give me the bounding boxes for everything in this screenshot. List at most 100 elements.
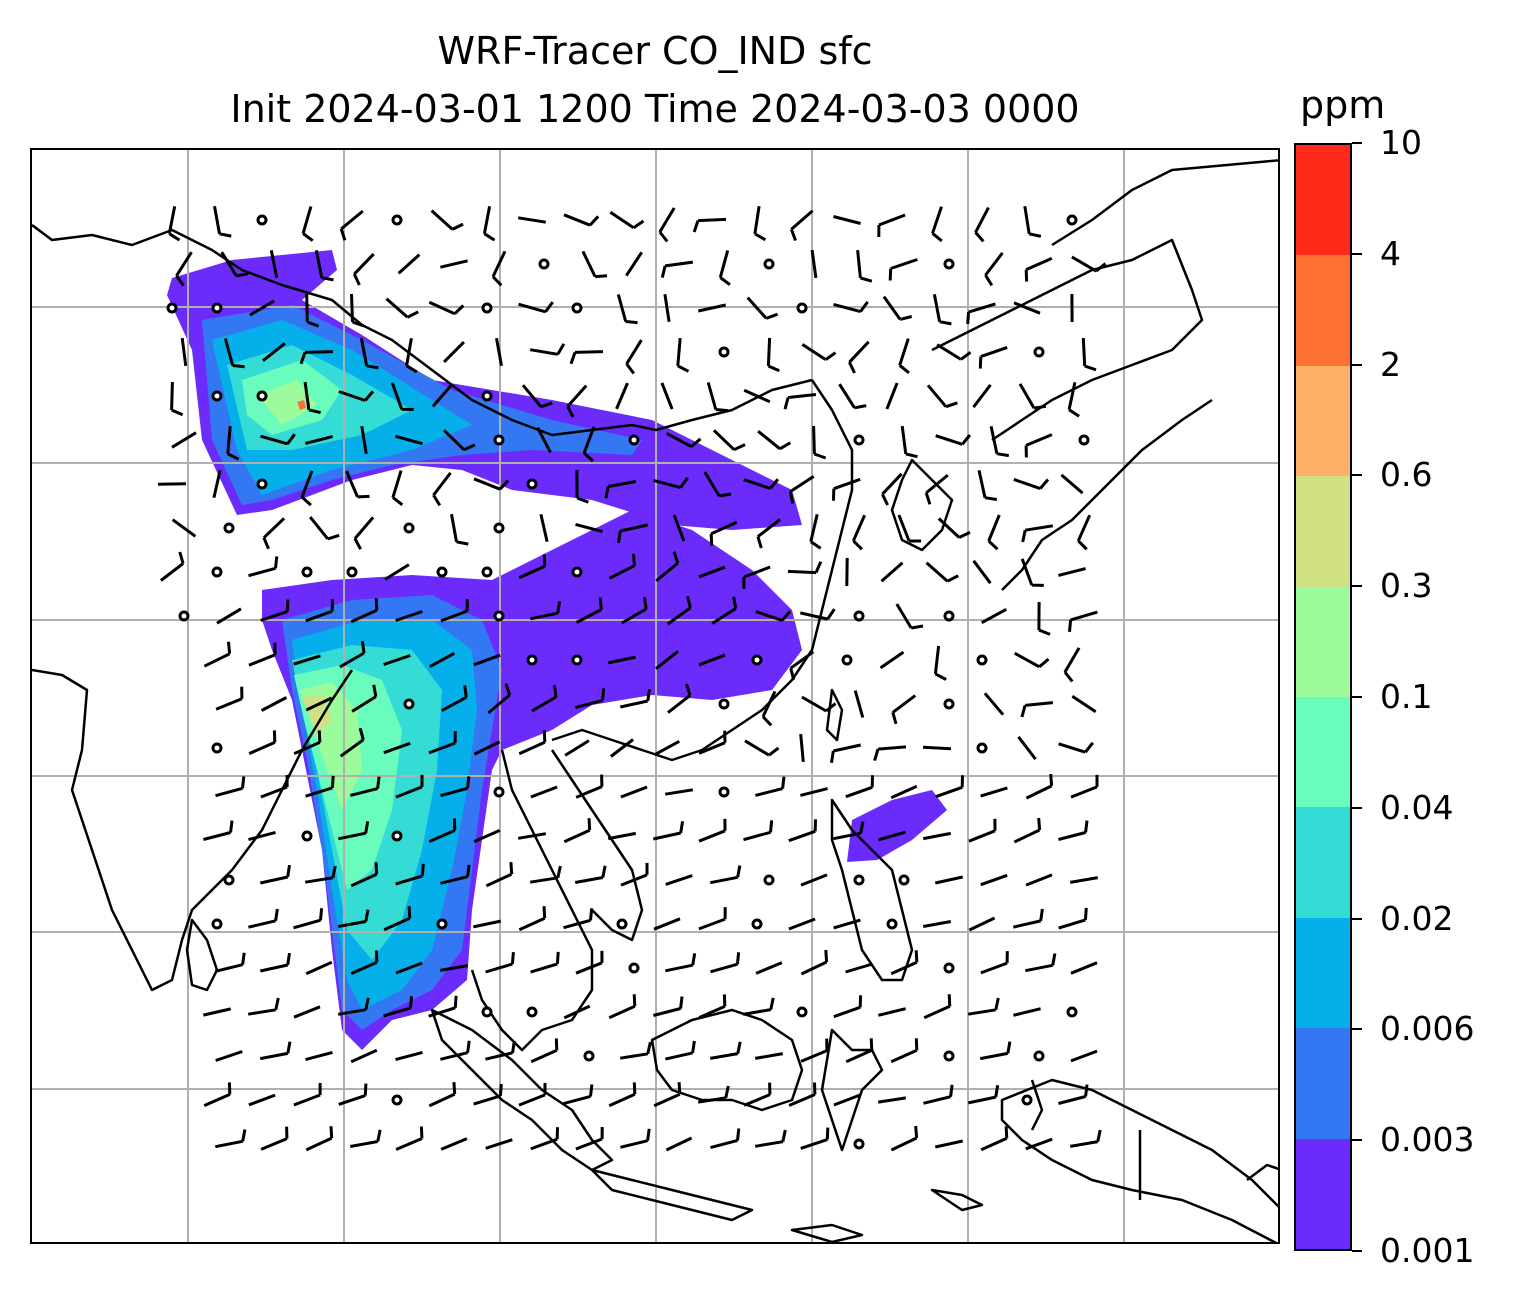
wind-barb — [845, 1038, 874, 1064]
wind-barb — [1076, 514, 1092, 551]
wind-barb — [878, 830, 906, 842]
wind-barb — [395, 610, 423, 622]
wind-barb — [395, 863, 425, 886]
calm-wind-circle — [493, 434, 505, 446]
wind-barb — [1025, 953, 1057, 973]
wind-barb — [440, 1040, 471, 1061]
colorbar-tick-label: 0.001 — [1380, 1231, 1475, 1270]
wind-barb — [873, 745, 907, 762]
wind-barb — [1013, 301, 1041, 315]
calm-wind-circle — [1021, 1094, 1033, 1106]
calm-wind-circle — [493, 610, 505, 622]
wind-barb — [223, 338, 245, 369]
wind-barb — [260, 433, 296, 446]
wind-barb — [922, 745, 952, 751]
wind-barb — [652, 820, 685, 841]
wind-barb — [518, 554, 547, 580]
calm-wind-circle — [301, 566, 313, 578]
wind-barb — [569, 350, 604, 365]
wind-barb — [697, 303, 727, 313]
wind-barb — [897, 514, 922, 543]
wind-barb — [833, 215, 861, 225]
wind-barb — [1018, 383, 1047, 410]
wind-barb — [968, 818, 997, 843]
tracer-fill — [167, 250, 947, 1050]
wind-barb — [443, 341, 465, 363]
wind-barb — [698, 653, 726, 667]
wind-barb — [968, 916, 996, 932]
wind-barb — [260, 775, 289, 799]
wind-barb — [833, 1093, 861, 1107]
wind-barb — [974, 206, 990, 243]
wind-barb — [385, 297, 419, 319]
wind-barb — [339, 209, 364, 241]
wind-barb — [890, 784, 918, 800]
wind-barb — [703, 471, 732, 498]
calm-wind-circle — [943, 258, 955, 270]
wind-barb — [924, 473, 949, 505]
wind-barb — [977, 469, 998, 501]
wind-barb — [789, 209, 814, 242]
wind-barb — [428, 995, 458, 1018]
calm-wind-circle — [898, 874, 910, 886]
wind-barb — [832, 477, 861, 501]
wind-barb — [563, 1004, 591, 1020]
wind-barb — [1068, 610, 1098, 633]
wind-barb — [1058, 567, 1086, 577]
wind-barb — [800, 787, 828, 797]
wind-barb — [293, 1005, 321, 1019]
wind-barb — [925, 561, 959, 583]
wind-barb — [609, 738, 635, 758]
wind-barb — [473, 653, 501, 667]
colorbar-tick-label: 0.04 — [1380, 787, 1454, 827]
wind-barb — [530, 1038, 559, 1064]
wind-barb — [895, 603, 924, 630]
wind-barb — [881, 472, 903, 506]
wind-barb — [1020, 701, 1054, 718]
wind-barb — [1021, 524, 1054, 543]
wind-barb — [482, 206, 496, 242]
wind-barb — [440, 259, 468, 269]
wind-barb — [395, 434, 423, 446]
colorbar-tick — [1352, 696, 1362, 698]
wind-barb — [390, 382, 414, 411]
wind-barb — [487, 683, 512, 715]
wind-barb — [430, 209, 464, 231]
wind-barb — [518, 730, 547, 756]
wind-barb — [260, 599, 290, 622]
colorbar-tick-label: 0.1 — [1380, 677, 1433, 716]
wind-barb — [249, 299, 275, 317]
wind-barb — [801, 695, 837, 713]
colorbar-tick — [1352, 806, 1362, 809]
wind-barb — [303, 381, 321, 415]
colorbar-tick-label: 0.3 — [1380, 566, 1433, 606]
calm-wind-circle — [853, 874, 865, 886]
wind-barb — [809, 514, 822, 550]
wind-barb — [530, 951, 560, 974]
wind-barb — [293, 908, 324, 930]
calm-wind-circle — [943, 610, 955, 622]
wind-barb — [987, 514, 1001, 551]
wind-barb — [305, 599, 334, 623]
wind-barb — [653, 739, 681, 757]
wind-barb — [350, 776, 381, 797]
wind-barb — [615, 382, 629, 410]
wind-barb — [1081, 337, 1097, 372]
wind-barb — [934, 875, 964, 885]
wind-barb — [1070, 774, 1099, 799]
wind-barb — [391, 470, 404, 506]
colorbar-units: ppm — [1300, 83, 1386, 127]
wind-barb — [937, 517, 971, 539]
wind-barb — [531, 684, 558, 713]
wind-barb — [203, 641, 232, 668]
wind-barb — [215, 1129, 247, 1149]
wind-barb — [563, 818, 592, 844]
wind-barb — [718, 250, 731, 286]
calm-wind-circle — [211, 566, 223, 578]
wind-barb — [167, 206, 181, 242]
wind-barb — [800, 1038, 829, 1063]
wind-barb — [936, 343, 972, 361]
calm-wind-circle — [391, 1094, 403, 1106]
calm-wind-circle — [526, 654, 538, 666]
colorbar-tick — [1352, 1250, 1362, 1252]
